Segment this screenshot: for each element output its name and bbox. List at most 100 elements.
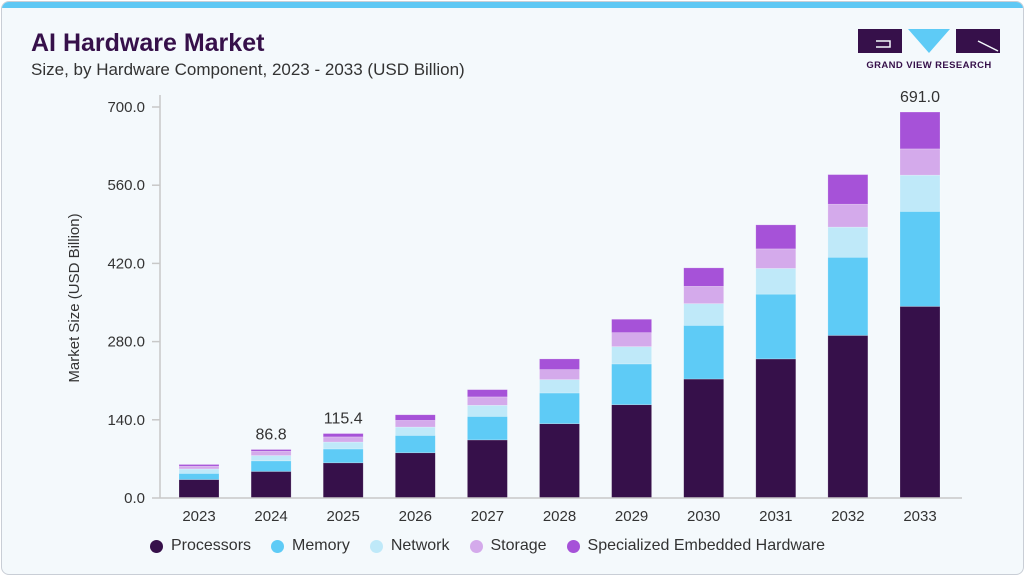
bar-processors-2029[interactable] [611, 404, 652, 499]
bar-processors-2027[interactable] [467, 439, 508, 499]
bar-processors-2028[interactable] [539, 423, 580, 499]
legend-dot-icon [369, 539, 383, 553]
x-tick-label: 2030 [687, 508, 720, 525]
bar-storage-2023[interactable] [178, 465, 220, 470]
bar-storage-2030[interactable] [683, 286, 725, 304]
bar-network-2031[interactable] [755, 268, 797, 295]
bar-processors-2030[interactable] [683, 378, 725, 499]
bar-storage-2026[interactable] [394, 420, 436, 428]
x-tick-label: 2025 [327, 508, 360, 525]
bar-network-2024[interactable] [250, 455, 292, 462]
bar-memory-2031[interactable] [755, 293, 797, 360]
bar-specialized-embedded-hardware-2028[interactable] [539, 358, 580, 370]
bar-processors-2031[interactable] [755, 358, 797, 499]
bar-processors-2032[interactable] [827, 335, 869, 499]
bar-network-2023[interactable] [178, 468, 220, 474]
data-label-2024: 86.8 [256, 427, 287, 444]
bar-stack-2032 [827, 174, 869, 499]
bar-processors-2033[interactable] [899, 306, 941, 499]
x-tick-label: 2028 [543, 508, 576, 525]
x-tick-label: 2032 [831, 508, 864, 525]
bar-storage-2033[interactable] [899, 148, 941, 176]
gvr-logo-mark-icon [858, 29, 1000, 53]
x-tick-label: 2027 [471, 508, 504, 525]
bar-specialized-embedded-hardware-2027[interactable] [467, 389, 508, 398]
legend-item-memory[interactable]: Memory [271, 537, 350, 555]
bar-network-2028[interactable] [539, 379, 580, 394]
bar-specialized-embedded-hardware-2030[interactable] [683, 267, 725, 287]
bar-specialized-embedded-hardware-2033[interactable] [899, 111, 941, 150]
x-tick-label: 2029 [615, 508, 648, 525]
bar-stack-2024 [250, 449, 292, 499]
bar-stack-2028 [539, 358, 580, 499]
bar-memory-2029[interactable] [611, 363, 652, 406]
x-tick-label: 2023 [182, 508, 215, 525]
bar-stack-2026 [394, 414, 436, 499]
y-tick-label: 280.0 [107, 334, 145, 351]
logo-text: GRAND VIEW RESEARCH [866, 60, 992, 71]
bar-memory-2032[interactable] [827, 256, 869, 336]
legend-item-network[interactable]: Network [369, 537, 450, 555]
bar-specialized-embedded-hardware-2026[interactable] [394, 414, 436, 421]
bar-network-2026[interactable] [394, 426, 436, 436]
bar-specialized-embedded-hardware-2025[interactable] [322, 433, 364, 438]
bar-network-2029[interactable] [611, 346, 652, 365]
bar-network-2030[interactable] [683, 303, 725, 326]
y-tick-label: 0.0 [124, 490, 145, 507]
legend-dot-icon [469, 539, 483, 553]
bar-stack-2027 [467, 389, 508, 499]
bar-storage-2031[interactable] [755, 248, 797, 269]
y-tick-label: 420.0 [107, 255, 145, 272]
legend-label: Storage [490, 537, 547, 554]
bar-processors-2026[interactable] [394, 452, 436, 499]
bar-network-2033[interactable] [899, 174, 941, 212]
legend-label: Processors [171, 537, 252, 554]
bar-memory-2027[interactable] [467, 416, 508, 441]
legend-item-processors[interactable]: Processors [150, 537, 251, 555]
y-tick-label: 140.0 [107, 412, 145, 429]
bar-processors-2023[interactable] [178, 479, 220, 499]
bar-specialized-embedded-hardware-2024[interactable] [250, 449, 292, 452]
bar-stack-2029 [611, 318, 652, 499]
bar-storage-2025[interactable] [322, 436, 364, 443]
bar-memory-2030[interactable] [683, 325, 725, 380]
bar-stack-2030 [683, 267, 725, 499]
bar-stack-2031 [755, 224, 797, 499]
bar-specialized-embedded-hardware-2032[interactable] [827, 174, 869, 205]
bar-network-2025[interactable] [322, 441, 364, 450]
bar-stack-2033 [899, 111, 941, 499]
bar-storage-2028[interactable] [539, 369, 580, 380]
legend-label: Network [390, 537, 450, 554]
bar-network-2032[interactable] [827, 226, 869, 258]
legend: Processors Memory Network Storage Specia… [150, 537, 845, 555]
bar-network-2027[interactable] [467, 404, 508, 417]
bar-stack-2023 [178, 464, 220, 499]
legend-item-storage[interactable]: Storage [469, 537, 547, 555]
bar-storage-2032[interactable] [827, 203, 869, 228]
x-tick-label: 2026 [399, 508, 432, 525]
bar-specialized-embedded-hardware-2029[interactable] [611, 318, 652, 333]
legend-label: Memory [292, 537, 350, 554]
bar-storage-2024[interactable] [250, 450, 292, 456]
legend-item-specialized-embedded-hardware[interactable]: Specialized Embedded Hardware [566, 537, 825, 555]
bar-storage-2027[interactable] [467, 396, 508, 406]
legend-dot-icon [271, 539, 285, 553]
bar-processors-2025[interactable] [322, 462, 364, 499]
bar-memory-2025[interactable] [322, 448, 364, 464]
bar-memory-2033[interactable] [899, 211, 941, 307]
bar-memory-2028[interactable] [539, 392, 580, 425]
data-label-2025: 115.4 [324, 411, 363, 428]
bar-memory-2023[interactable] [178, 473, 220, 480]
data-label-2033: 691.0 [900, 89, 940, 106]
x-tick-label: 2024 [254, 508, 287, 525]
chart-title: AI Hardware Market [31, 29, 265, 57]
bar-specialized-embedded-hardware-2031[interactable] [755, 224, 797, 250]
grand-view-research-logo: GRAND VIEW RESEARCH [858, 29, 1000, 73]
bar-processors-2024[interactable] [250, 471, 292, 499]
bar-specialized-embedded-hardware-2023[interactable] [178, 464, 220, 467]
y-tick-label: 560.0 [107, 177, 145, 194]
bar-storage-2029[interactable] [611, 332, 652, 347]
bar-memory-2026[interactable] [394, 435, 436, 454]
bar-memory-2024[interactable] [250, 460, 292, 472]
